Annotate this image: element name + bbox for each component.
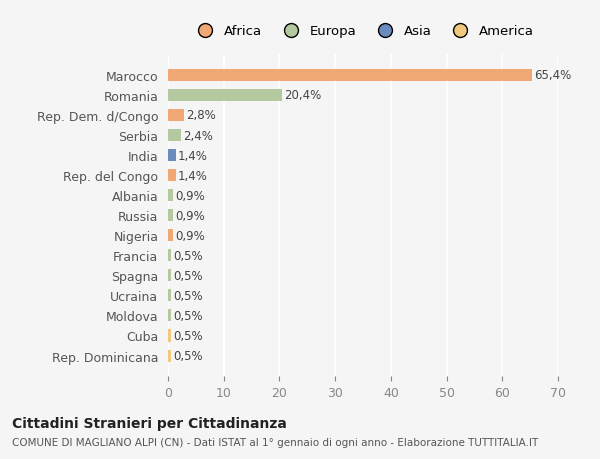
- Text: 0,9%: 0,9%: [175, 209, 205, 222]
- Text: 1,4%: 1,4%: [178, 149, 208, 162]
- Bar: [168, 150, 176, 162]
- Bar: [168, 350, 171, 362]
- Bar: [168, 190, 173, 202]
- Legend: Africa, Europa, Asia, America: Africa, Europa, Asia, America: [187, 20, 539, 44]
- Text: 0,5%: 0,5%: [173, 289, 203, 302]
- Text: 2,8%: 2,8%: [186, 109, 215, 122]
- Bar: [168, 290, 171, 302]
- Bar: [168, 270, 171, 282]
- Bar: [168, 330, 171, 342]
- Bar: [168, 90, 281, 102]
- Bar: [168, 210, 173, 222]
- Text: 2,4%: 2,4%: [184, 129, 214, 142]
- Text: 1,4%: 1,4%: [178, 169, 208, 182]
- Text: 0,9%: 0,9%: [175, 229, 205, 242]
- Text: Cittadini Stranieri per Cittadinanza: Cittadini Stranieri per Cittadinanza: [12, 416, 287, 430]
- Text: 20,4%: 20,4%: [284, 89, 321, 102]
- Text: 0,5%: 0,5%: [173, 249, 203, 262]
- Bar: [168, 110, 184, 122]
- Text: 0,5%: 0,5%: [173, 349, 203, 362]
- Bar: [168, 130, 181, 142]
- Text: 0,9%: 0,9%: [175, 189, 205, 202]
- Text: 65,4%: 65,4%: [535, 69, 572, 82]
- Text: 0,5%: 0,5%: [173, 269, 203, 282]
- Text: 0,5%: 0,5%: [173, 309, 203, 322]
- Bar: [168, 170, 176, 182]
- Bar: [168, 70, 532, 82]
- Bar: [168, 250, 171, 262]
- Text: COMUNE DI MAGLIANO ALPI (CN) - Dati ISTAT al 1° gennaio di ogni anno - Elaborazi: COMUNE DI MAGLIANO ALPI (CN) - Dati ISTA…: [12, 437, 538, 447]
- Bar: [168, 310, 171, 322]
- Bar: [168, 230, 173, 242]
- Text: 0,5%: 0,5%: [173, 329, 203, 342]
